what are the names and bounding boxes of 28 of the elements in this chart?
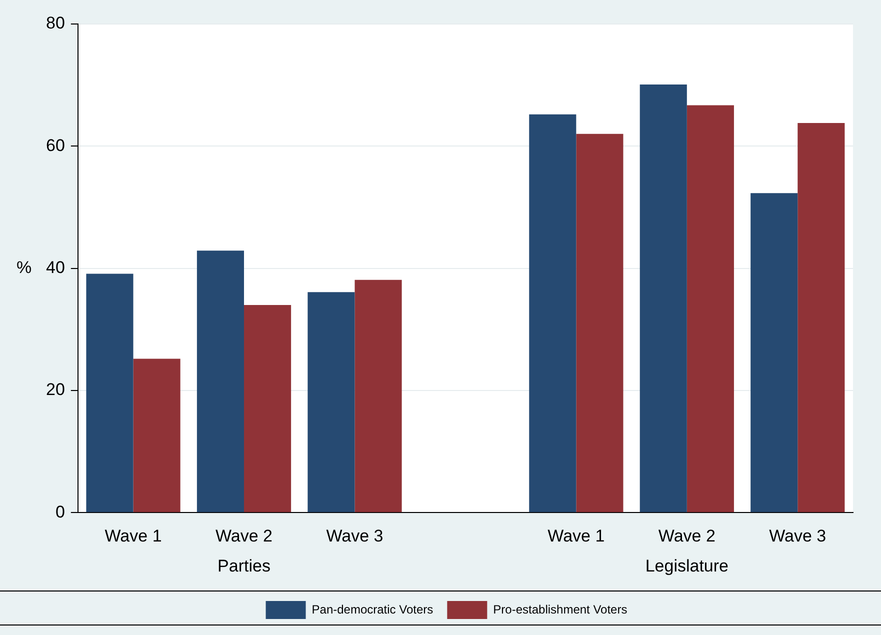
- legend-label: Pan-democratic Voters: [312, 602, 434, 616]
- x-tick-label: Wave 3: [769, 526, 826, 546]
- bar: [133, 358, 180, 512]
- bar: [196, 250, 244, 512]
- bar: [244, 304, 292, 512]
- y-tick-label: 40: [46, 258, 65, 277]
- x-tick-label: Wave 3: [326, 526, 384, 546]
- y-tick-label: 60: [46, 136, 65, 155]
- bar: [529, 114, 576, 512]
- bar: [86, 274, 134, 512]
- bar: [750, 193, 798, 512]
- x-tick-label: Wave 2: [658, 526, 716, 546]
- legend-label: Pro-establishment Voters: [493, 602, 628, 616]
- text: Legislature: [645, 556, 728, 576]
- bar: [640, 84, 687, 512]
- x-tick-label: Wave 2: [215, 526, 273, 546]
- bar: [798, 122, 845, 512]
- y-tick-label: 0: [55, 502, 65, 522]
- text: Parties: [218, 556, 270, 576]
- bar: [354, 280, 402, 512]
- x-tick-label: Wave 1: [104, 526, 162, 546]
- bar: [686, 105, 734, 512]
- y-axis-title: %: [16, 258, 32, 277]
- x-tick-label: Wave 1: [548, 526, 605, 546]
- y-tick-label: 20: [46, 380, 65, 400]
- bar: [308, 292, 355, 512]
- bar: [576, 134, 624, 512]
- y-tick-label: 80: [46, 14, 65, 33]
